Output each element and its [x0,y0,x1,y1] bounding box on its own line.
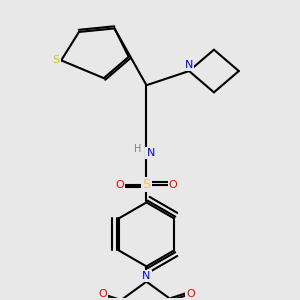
Text: O: O [116,180,124,190]
Text: N: N [142,271,151,281]
Text: O: O [98,289,107,299]
Text: S: S [52,56,59,65]
Text: O: O [186,289,195,299]
Text: N: N [146,148,155,158]
Text: O: O [169,180,178,190]
Text: S: S [142,178,150,191]
Text: N: N [185,60,193,70]
Text: H: H [134,144,141,154]
